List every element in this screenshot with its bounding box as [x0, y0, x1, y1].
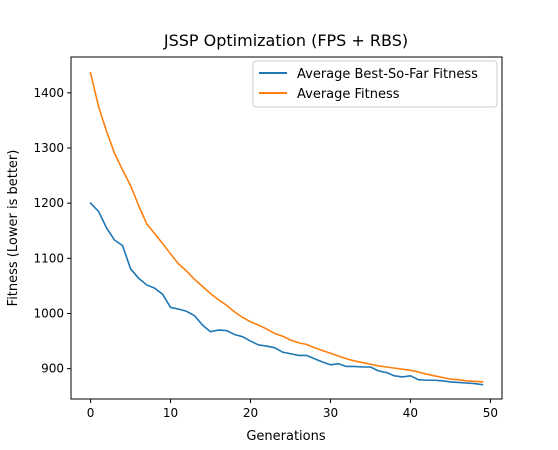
y-axis-label: Fitness (Lower is better) [6, 150, 21, 307]
series-line-best-so-far [89, 202, 484, 386]
chart-title: JSSP Optimization (FPS + RBS) [163, 31, 408, 50]
y-tick-label: 1000 [33, 307, 64, 321]
plot-area: 0 10 20 30 40 50 900 1000 1100 1200 1300 1400 [33, 56, 503, 420]
legend-box [252, 60, 498, 108]
y-tick-label: 900 [41, 362, 64, 376]
y-tick-label: 1200 [33, 196, 64, 210]
y-tick-label: 1100 [33, 251, 64, 265]
x-tick-label: 30 [323, 406, 338, 420]
x-tick-label: 10 [163, 406, 178, 420]
x-axis-label: Generations [246, 429, 326, 444]
legend: Average Best-So-Far Fitness Average Fitn… [252, 60, 498, 108]
x-tick-label: 20 [243, 406, 258, 420]
plot-frame [70, 56, 503, 400]
x-tick-label: 50 [483, 406, 498, 420]
y-axis: 900 1000 1100 1200 1300 1400 [33, 86, 71, 376]
x-tick-label: 0 [87, 406, 95, 420]
y-tick-label: 1400 [33, 86, 64, 100]
legend-label-average: Average Fitness [297, 87, 400, 102]
x-tick-label: 40 [403, 406, 418, 420]
series-layer [89, 72, 484, 386]
series-line-average [89, 72, 484, 383]
x-axis: 0 10 20 30 40 50 [87, 399, 498, 420]
legend-label-best-so-far: Average Best-So-Far Fitness [297, 67, 478, 82]
y-tick-label: 1300 [33, 141, 64, 155]
